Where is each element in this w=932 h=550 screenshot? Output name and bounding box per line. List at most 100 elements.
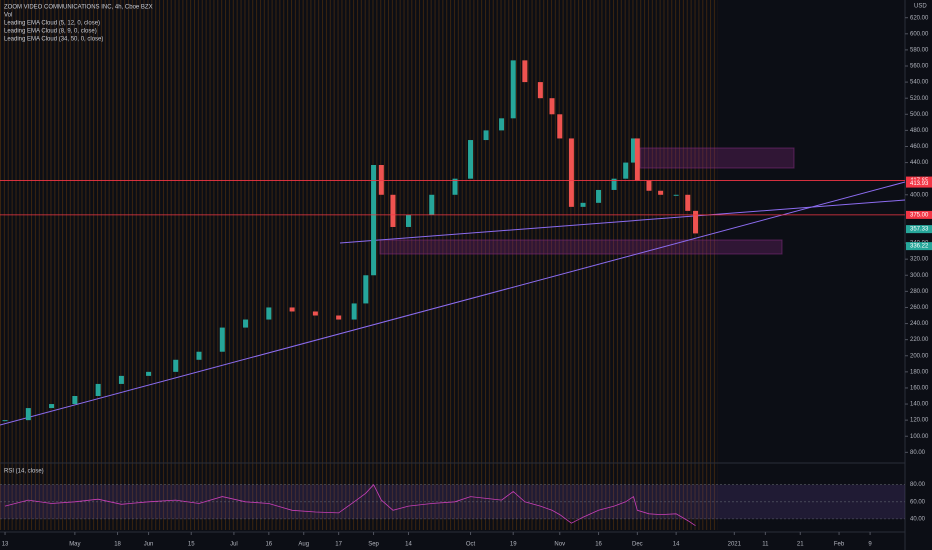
y-tick-label: 140.00 (910, 402, 929, 408)
y-tick-label: 160.00 (910, 386, 929, 392)
y-tick-label: 560.00 (910, 64, 929, 70)
price-tag-label: 413.93 (910, 181, 929, 187)
rsi-line (4, 484, 696, 527)
candle (196, 351, 202, 360)
candle (146, 371, 152, 376)
price-tag (906, 225, 932, 234)
currency: USD (914, 4, 927, 10)
x-tick-label: Jun (144, 542, 154, 548)
y-tick-label: 480.00 (910, 128, 929, 134)
x-tick-label: 9 (868, 542, 872, 548)
candle (25, 408, 31, 421)
x-tick-label: 13 (2, 542, 9, 548)
x-tick-label: 14 (405, 542, 412, 548)
candle (611, 178, 617, 190)
y-tick-label: 600.00 (910, 31, 929, 37)
trendline (339, 199, 906, 244)
candle (363, 275, 369, 304)
price-tag (906, 179, 932, 188)
candle (693, 210, 699, 234)
x-tick-label: 15 (188, 542, 195, 548)
candle (468, 140, 474, 179)
zone-box (379, 239, 783, 255)
y-tick-label: 260.00 (910, 305, 929, 311)
x-tick-label: 21 (797, 542, 804, 548)
y-tick-label: 620.00 (910, 15, 929, 21)
candle (266, 307, 272, 320)
candle (685, 194, 691, 211)
y-tick-label: 300.00 (910, 273, 929, 279)
indicator-label: Leading EMA Cloud (5, 12, 0, close) (4, 21, 100, 27)
price-tag-label: 375.00 (910, 212, 929, 218)
candle (243, 319, 249, 328)
candle (568, 138, 574, 207)
candle (378, 165, 384, 195)
candle (336, 315, 342, 320)
candle (580, 202, 586, 207)
trendline (0, 181, 906, 426)
candle (95, 383, 101, 396)
x-tick-label: May (69, 542, 80, 548)
candle (510, 60, 516, 119)
price-tag (906, 210, 932, 219)
candle (219, 327, 225, 352)
x-tick-label: 2021 (728, 542, 742, 548)
candle (351, 303, 357, 320)
candle (537, 82, 543, 99)
y-tick-label: 520.00 (910, 96, 929, 102)
x-tick-label: 17 (335, 542, 342, 548)
x-tick-label: 18 (114, 542, 121, 548)
candle (596, 189, 602, 203)
y-tick-label: 120.00 (910, 418, 929, 424)
candle (557, 114, 563, 139)
candle (118, 375, 124, 384)
candle (623, 162, 629, 179)
x-tick-label: 16 (265, 542, 272, 548)
y-tick-label: 240.00 (910, 321, 929, 327)
x-tick-label: 14 (673, 542, 680, 548)
x-tick-label: Aug (298, 542, 309, 548)
candle (2, 420, 8, 422)
x-tick-label: 11 (762, 542, 769, 548)
y-tick-label: 100.00 (910, 434, 929, 440)
x-tick-label: 16 (595, 542, 602, 548)
x-tick-label: Feb (834, 542, 845, 548)
candle (173, 359, 179, 372)
candle (658, 190, 664, 195)
rsi-tick-label: 80.00 (910, 482, 926, 488)
session-stripes (0, 0, 718, 530)
y-tick-label: 320.00 (910, 257, 929, 263)
x-tick-label: 19 (510, 542, 517, 548)
y-tick-label: 580.00 (910, 47, 929, 53)
x-tick-label: Nov (554, 542, 565, 548)
indicator-label: Vol (4, 13, 12, 19)
y-tick-label: 280.00 (910, 289, 929, 295)
y-tick-label: 540.00 (910, 80, 929, 86)
chart-title: ZOOM VIDEO COMMUNICATIONS INC, 4h, Cboe … (4, 5, 153, 11)
y-tick-label: 180.00 (910, 369, 929, 375)
y-tick-label: 460.00 (910, 144, 929, 150)
candle (499, 118, 505, 131)
candle (371, 165, 377, 276)
y-tick-label: 80.00 (910, 450, 926, 456)
y-tick-label: 400.00 (910, 192, 929, 198)
candle (390, 194, 396, 227)
candle (634, 138, 640, 181)
rsi-tick-label: 60.00 (910, 499, 926, 505)
candle (289, 307, 295, 312)
candle (483, 130, 489, 141)
candle (646, 180, 652, 191)
price-tag (906, 242, 932, 251)
candle (72, 396, 78, 405)
y-tick-label: 220.00 (910, 337, 929, 343)
candle (49, 404, 55, 409)
candle (673, 194, 679, 196)
candle (452, 178, 458, 195)
candle (522, 60, 528, 83)
candle (429, 194, 435, 215)
candle (312, 311, 318, 316)
indicator-label: Leading EMA Cloud (8, 9, 0, close) (4, 29, 97, 35)
price-tag-label: 336.22 (910, 244, 929, 250)
candle (549, 98, 555, 115)
